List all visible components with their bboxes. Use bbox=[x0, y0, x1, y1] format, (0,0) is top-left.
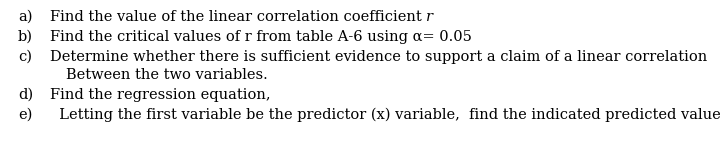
Text: b): b) bbox=[18, 30, 33, 44]
Text: Letting the first variable be the predictor (x) variable,  find the indicated pr: Letting the first variable be the predic… bbox=[50, 108, 720, 122]
Text: Between the two variables.: Between the two variables. bbox=[66, 68, 268, 82]
Text: e): e) bbox=[18, 108, 32, 122]
Text: d): d) bbox=[18, 88, 33, 102]
Text: Determine whether there is sufficient evidence to support a claim of a linear co: Determine whether there is sufficient ev… bbox=[50, 50, 707, 64]
Text: Find the regression equation,: Find the regression equation, bbox=[50, 88, 271, 102]
Text: a): a) bbox=[18, 10, 32, 24]
Text: Find the value of the linear correlation coefficient: Find the value of the linear correlation… bbox=[50, 10, 426, 24]
Text: c): c) bbox=[18, 50, 32, 64]
Text: Find the critical values of r from table A-6 using α= 0.05: Find the critical values of r from table… bbox=[50, 30, 472, 44]
Text: r: r bbox=[426, 10, 433, 24]
